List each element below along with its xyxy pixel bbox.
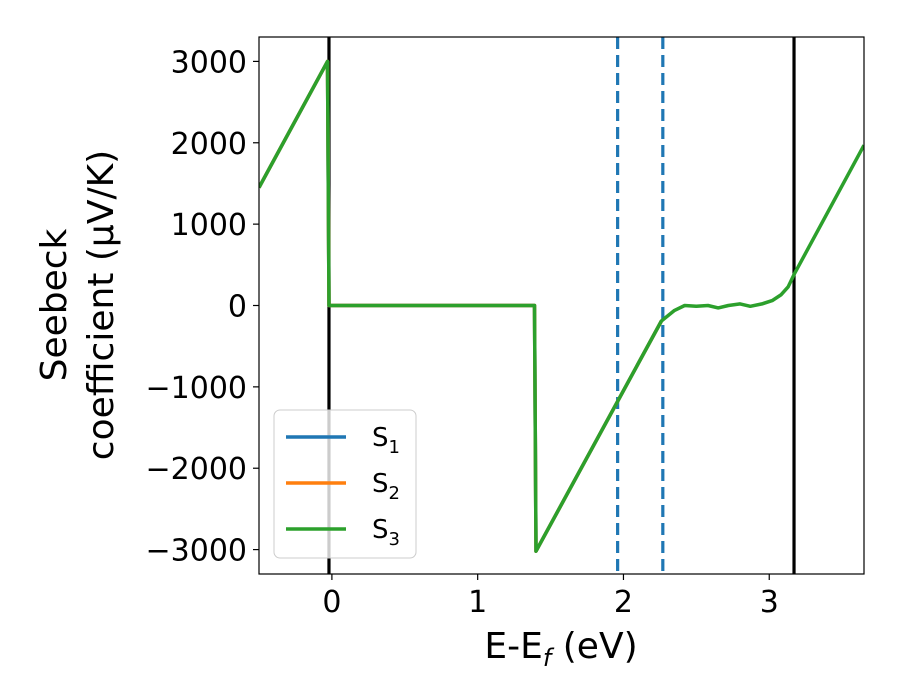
y-axis-label-line2: coefficient (μV/K): [81, 150, 122, 460]
y-tick-label: −3000: [146, 534, 247, 569]
legend-label-s2: S2: [372, 469, 400, 504]
legend-label-s3: S3: [372, 515, 400, 550]
y-tick-label: −2000: [146, 452, 247, 487]
y-tick-label: 3000: [171, 45, 247, 80]
legend: S1 S2 S3: [273, 409, 417, 559]
y-tick-label: 0: [228, 290, 247, 325]
x-tick-label: 2: [614, 585, 633, 620]
y-axis-ticks: −3000 −2000 −1000 0 1000 2000 3000: [146, 45, 259, 569]
series-lines: [259, 59, 864, 553]
series-line-s3: [259, 59, 864, 553]
y-tick-label: 1000: [171, 208, 247, 243]
x-tick-label: 0: [322, 585, 341, 620]
y-tick-label: 2000: [171, 127, 247, 162]
y-axis-label: Seebeck coefficient (μV/K): [34, 150, 122, 460]
x-axis-ticks: 0 1 2 3: [322, 574, 779, 620]
legend-label-s1: S1: [372, 423, 400, 458]
y-axis-label-line1: Seebeck: [34, 228, 75, 381]
x-axis-label: E-Ef (eV): [484, 626, 637, 672]
x-tick-label: 3: [760, 585, 779, 620]
y-tick-label: −1000: [146, 371, 247, 406]
x-tick-label: 1: [468, 585, 487, 620]
